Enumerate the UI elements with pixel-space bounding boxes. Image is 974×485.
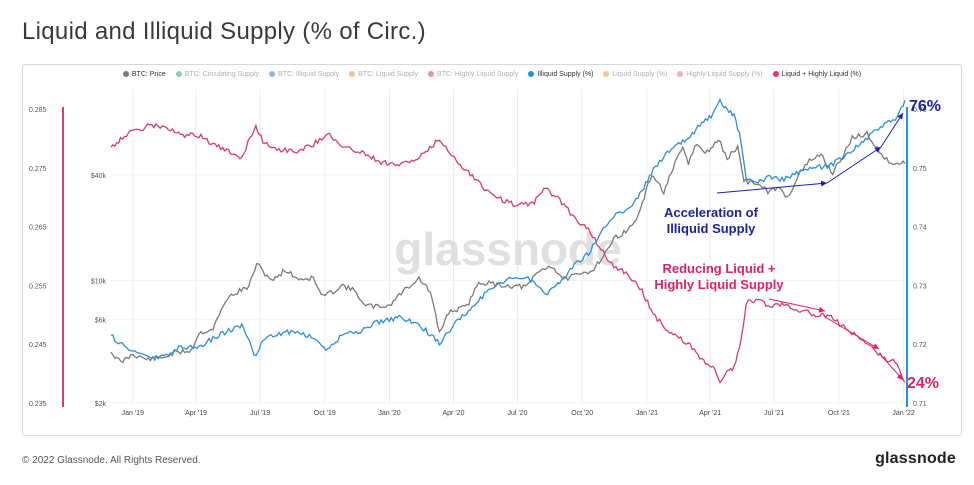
liquid-value-label: 24% [907,375,939,392]
right-tick-label: 0.71 [913,401,927,408]
acceleration-arrow-icon [716,180,828,194]
series-btc-price-line [110,130,906,364]
x-tick-label: Jul '19 [250,410,270,417]
left-tick-label: 0.275 [29,166,47,173]
copyright-text: © 2022 Glassnode. All Rights Reserved. [22,455,201,466]
acceleration-label: Illiquid Supply [667,221,757,236]
left-tick-label: 0.245 [29,342,47,349]
legend-dot-icon [677,71,684,78]
watermark-text: glassnode [394,223,622,275]
legend-dot-icon [428,71,435,78]
chart-svg: Jan '19 Apr '19 Jul '19 Oct '19 Jan '20 Apr '… [29,89,941,417]
right-tick-label: 0.76 [913,107,927,114]
legend-dot-icon [528,71,535,78]
x-tick-label: Jan '20 [378,410,400,417]
legend-label: Liquid + Highly Liquid (%) [781,71,862,78]
chart-panel: BTC: Price BTC: Circulating Supply BTC: Il… [22,64,962,436]
legend-item-2[interactable]: BTC: Illiquid Supply [269,71,339,78]
x-tick-label: Oct '21 [828,410,850,417]
legend-dot-icon [175,71,182,78]
x-tick-label: Apr '20 [443,410,465,417]
price-tick-label: $2k [95,401,107,408]
x-tick-label: Jan '21 [636,410,658,417]
reducing-arrow-icon [824,316,880,350]
x-tick-label: Jul '21 [764,410,784,417]
legend-label: BTC: Highly Liquid Supply [437,71,519,78]
legend-label: BTC: Price [131,71,166,78]
reducing-label: Highly Liquid Supply [654,277,784,292]
x-tick-label: Jan '22 [892,410,914,417]
brand-logo-text: glassnode [875,450,956,467]
legend-item-8[interactable]: Liquid + Highly Liquid (%) [772,71,862,78]
x-tick-label: Oct '19 [314,410,336,417]
legend-label: Illiquid Supply (%) [537,71,594,78]
acceleration-label: Acceleration of [664,205,759,220]
series-illiquid-line [110,97,906,360]
chart-legend: BTC: Price BTC: Circulating Supply BTC: Il… [23,71,961,78]
page-title: Liquid and Illiquid Supply (% of Circ.) [22,18,426,45]
right-tick-label: 0.74 [913,225,927,232]
legend-item-3[interactable]: BTC: Liquid Supply [349,71,418,78]
legend-label: Highly Liquid Supply (%) [686,71,763,78]
legend-dot-icon [122,71,129,78]
legend-item-0[interactable]: BTC: Price [122,71,166,78]
left-tick-label: 0.285 [29,107,47,114]
legend-label: Liquid Supply (%) [612,71,668,78]
x-tick-label: Apr '21 [699,410,721,417]
legend-dot-icon [349,71,356,78]
x-tick-label: Apr '19 [185,410,207,417]
left-tick-label: 0.265 [29,225,47,232]
legend-dot-icon [772,71,779,78]
price-tick-label: $40k [91,173,107,180]
series-liquid-highly-liquid-line [110,122,906,384]
x-tick-label: Jan '19 [122,410,144,417]
reducing-arrow-icon [878,352,904,381]
legend-item-7[interactable]: Highly Liquid Supply (%) [677,71,763,78]
left-tick-label: 0.235 [29,401,47,408]
acceleration-arrow-icon [826,146,882,184]
legend-item-4[interactable]: BTC: Highly Liquid Supply [428,71,518,78]
illiquid-value-label: 76% [909,98,941,115]
legend-dot-icon [603,71,610,78]
right-tick-label: 0.75 [913,166,927,173]
price-tick-label: $6k [95,317,107,324]
legend-label: BTC: Illiquid Supply [278,71,340,78]
x-tick-label: Jul '20 [507,410,527,417]
right-tick-label: 0.73 [913,283,927,290]
legend-label: BTC: Circulating Supply [184,71,260,78]
reducing-arrow-icon [768,298,826,313]
legend-item-6[interactable]: Liquid Supply (%) [603,71,667,78]
left-tick-label: 0.255 [29,283,47,290]
x-tick-label: Oct '20 [571,410,593,417]
acceleration-arrow-icon [880,112,904,148]
legend-label: BTC: Liquid Supply [358,71,419,78]
right-tick-label: 0.72 [913,342,927,349]
reducing-label: Reducing Liquid + [662,261,775,276]
price-tick-label: $10k [91,278,107,285]
legend-dot-icon [269,71,276,78]
legend-item-5[interactable]: Illiquid Supply (%) [528,71,593,78]
legend-item-1[interactable]: BTC: Circulating Supply [175,71,260,78]
